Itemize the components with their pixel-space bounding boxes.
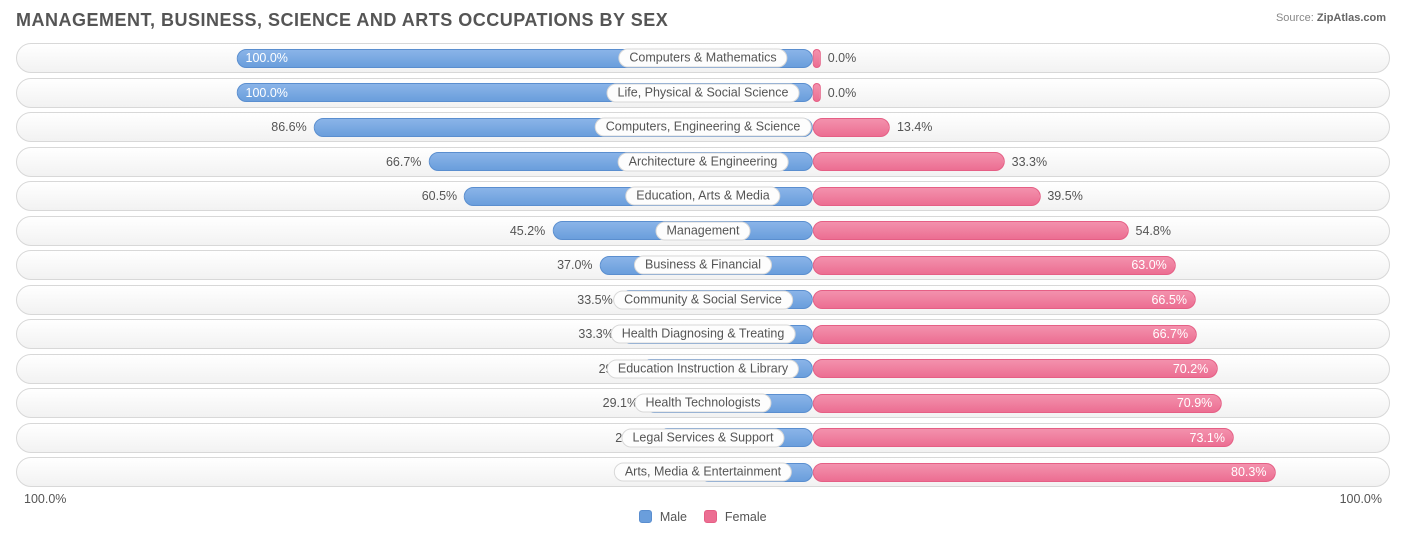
female-value: 0.0% [820, 86, 857, 100]
category-label: Computers & Mathematics [618, 49, 787, 68]
chart-row: 33.3%66.7%Health Diagnosing & Treating [16, 319, 1390, 349]
chart-row: 100.0% 0.0% Computers & Mathematics [16, 43, 1390, 73]
female-value: 33.3% [1004, 155, 1047, 169]
female-bar: 73.1% [813, 428, 1234, 447]
chart-row: 29.8%70.2%Education Instruction & Librar… [16, 354, 1390, 384]
category-label: Health Diagnosing & Treating [611, 325, 796, 344]
source-attribution: Source: ZipAtlas.com [1276, 12, 1386, 24]
x-axis: 100.0% 100.0% [16, 492, 1390, 506]
axis-left-label: 100.0% [24, 492, 66, 506]
axis-right-label: 100.0% [1340, 492, 1382, 506]
male-value: 37.0% [557, 258, 600, 272]
category-label: Arts, Media & Entertainment [614, 463, 792, 482]
category-label: Community & Social Service [613, 290, 793, 309]
female-value: 73.1% [1190, 431, 1225, 445]
chart-row: 66.7% 33.3% Architecture & Engineering [16, 147, 1390, 177]
category-label: Health Technologists [634, 394, 771, 413]
female-value: 70.9% [1177, 396, 1212, 410]
category-label: Business & Financial [634, 256, 772, 275]
female-value: 66.7% [1153, 327, 1188, 341]
legend-male-label: Male [660, 510, 687, 524]
chart-row: 100.0% 0.0% Life, Physical & Social Scienc… [16, 78, 1390, 108]
legend: Male Female [16, 510, 1390, 524]
chart-row: 19.7%80.3%Arts, Media & Entertainment [16, 457, 1390, 487]
source-label: Source: [1276, 12, 1314, 24]
chart-title: MANAGEMENT, BUSINESS, SCIENCE AND ARTS O… [16, 10, 1390, 31]
female-bar: 80.3% [813, 463, 1276, 482]
chart-row: 86.6%13.4%Computers, Engineering & Scien… [16, 112, 1390, 142]
female-bar: 66.5% [813, 290, 1196, 309]
male-value: 100.0% [246, 51, 288, 65]
female-value: 66.5% [1151, 293, 1186, 307]
legend-female-label: Female [725, 510, 767, 524]
category-label: Architecture & Engineering [618, 152, 789, 171]
female-bar: 0.0% [813, 49, 821, 68]
female-value: 13.4% [889, 120, 932, 134]
female-bar: 70.2% [813, 359, 1218, 378]
category-label: Computers, Engineering & Science [595, 118, 812, 137]
male-value: 66.7% [386, 155, 429, 169]
chart-row: 29.1%70.9%Health Technologists [16, 388, 1390, 418]
female-bar: 0.0% [813, 83, 821, 102]
female-bar: 39.5% [813, 187, 1041, 206]
female-bar: 63.0% [813, 256, 1176, 275]
female-bar: 54.8% [813, 221, 1129, 240]
male-value: 100.0% [246, 86, 288, 100]
chart-row: 60.5% 39.5% Education, Arts & Media [16, 181, 1390, 211]
category-label: Life, Physical & Social Science [607, 83, 800, 102]
female-bar: 66.7% [813, 325, 1197, 344]
category-label: Legal Services & Support [621, 428, 784, 447]
female-value: 39.5% [1039, 189, 1082, 203]
chart-row: 37.0% 63.0% Business & Financial [16, 250, 1390, 280]
female-value: 54.8% [1128, 224, 1171, 238]
female-swatch-icon [704, 510, 717, 523]
female-bar: 33.3% [813, 152, 1005, 171]
chart-row: 26.9%73.1%Legal Services & Support [16, 423, 1390, 453]
female-value: 0.0% [820, 51, 857, 65]
female-value: 70.2% [1173, 362, 1208, 376]
chart-row: 45.2% 54.8% Management [16, 216, 1390, 246]
male-swatch-icon [639, 510, 652, 523]
female-bar: 13.4% [813, 118, 890, 137]
source-name: ZipAtlas.com [1317, 12, 1386, 24]
chart-row: 33.5%66.5%Community & Social Service [16, 285, 1390, 315]
occupations-chart: 100.0% 0.0% Computers & Mathematics 100.0% 0… [16, 43, 1390, 487]
category-label: Education Instruction & Library [607, 359, 799, 378]
male-value: 86.6% [271, 120, 314, 134]
male-value: 60.5% [422, 189, 465, 203]
female-value: 80.3% [1231, 465, 1266, 479]
category-label: Management [656, 221, 751, 240]
male-value: 45.2% [510, 224, 553, 238]
female-bar: 70.9% [813, 394, 1222, 413]
category-label: Education, Arts & Media [625, 187, 780, 206]
female-value: 63.0% [1131, 258, 1166, 272]
